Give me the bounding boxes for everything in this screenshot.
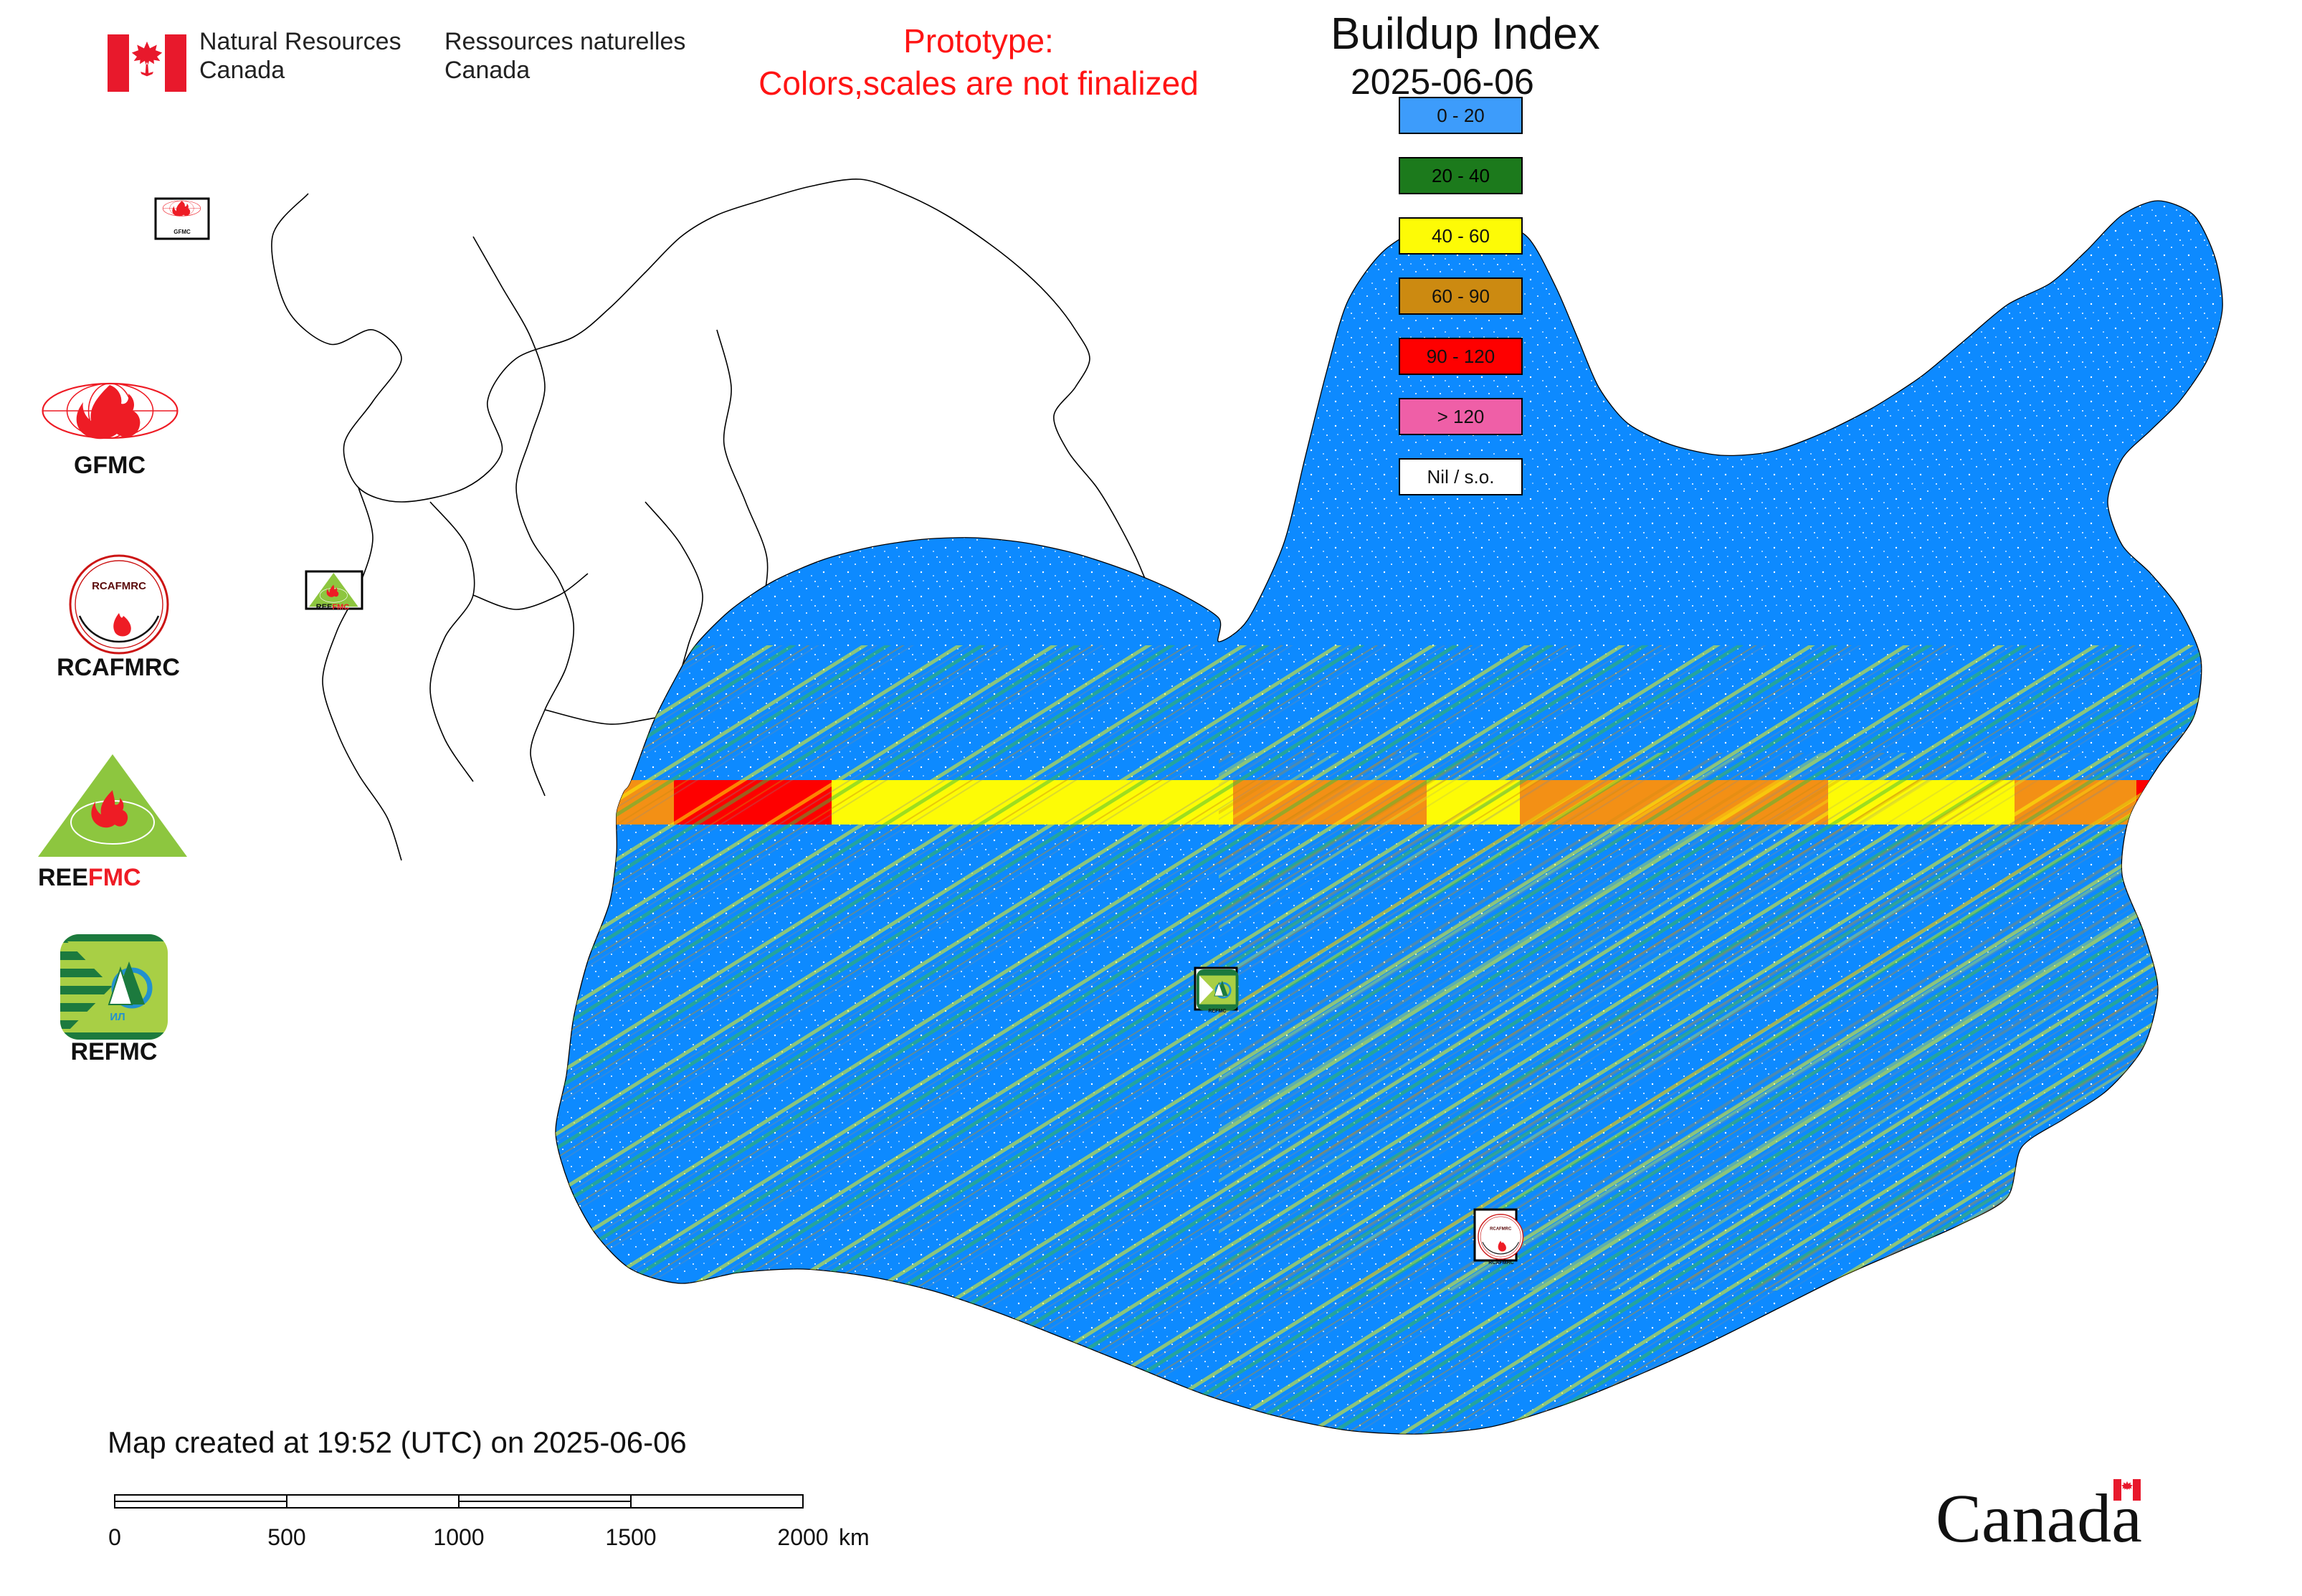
svg-text:GFMC: GFMC <box>173 229 191 235</box>
svg-text:2000: 2000 <box>777 1524 828 1550</box>
svg-text:RCAFMRC: RCAFMRC <box>92 580 146 592</box>
svg-text:REFMC: REFMC <box>1209 1009 1227 1014</box>
svg-text:1500: 1500 <box>605 1524 656 1550</box>
svg-text:RCAFMRC: RCAFMRC <box>1488 1260 1513 1265</box>
svg-text:REEFMC: REEFMC <box>316 603 350 612</box>
svg-text:REFMC: REFMC <box>71 1038 158 1065</box>
svg-text:500: 500 <box>267 1524 305 1550</box>
svg-text:0: 0 <box>108 1524 121 1550</box>
svg-text:RCAFMRC: RCAFMRC <box>1490 1227 1512 1231</box>
svg-text:Canada: Canada <box>1936 1480 2142 1557</box>
svg-text:GFMC: GFMC <box>74 452 146 479</box>
svg-text:km: km <box>839 1524 870 1550</box>
svg-text:RCAFMRC: RCAFMRC <box>57 654 180 681</box>
svg-text:REEFMC: REEFMC <box>38 864 141 891</box>
svg-text:ИЛ: ИЛ <box>110 1011 125 1023</box>
svg-text:1000: 1000 <box>433 1524 484 1550</box>
